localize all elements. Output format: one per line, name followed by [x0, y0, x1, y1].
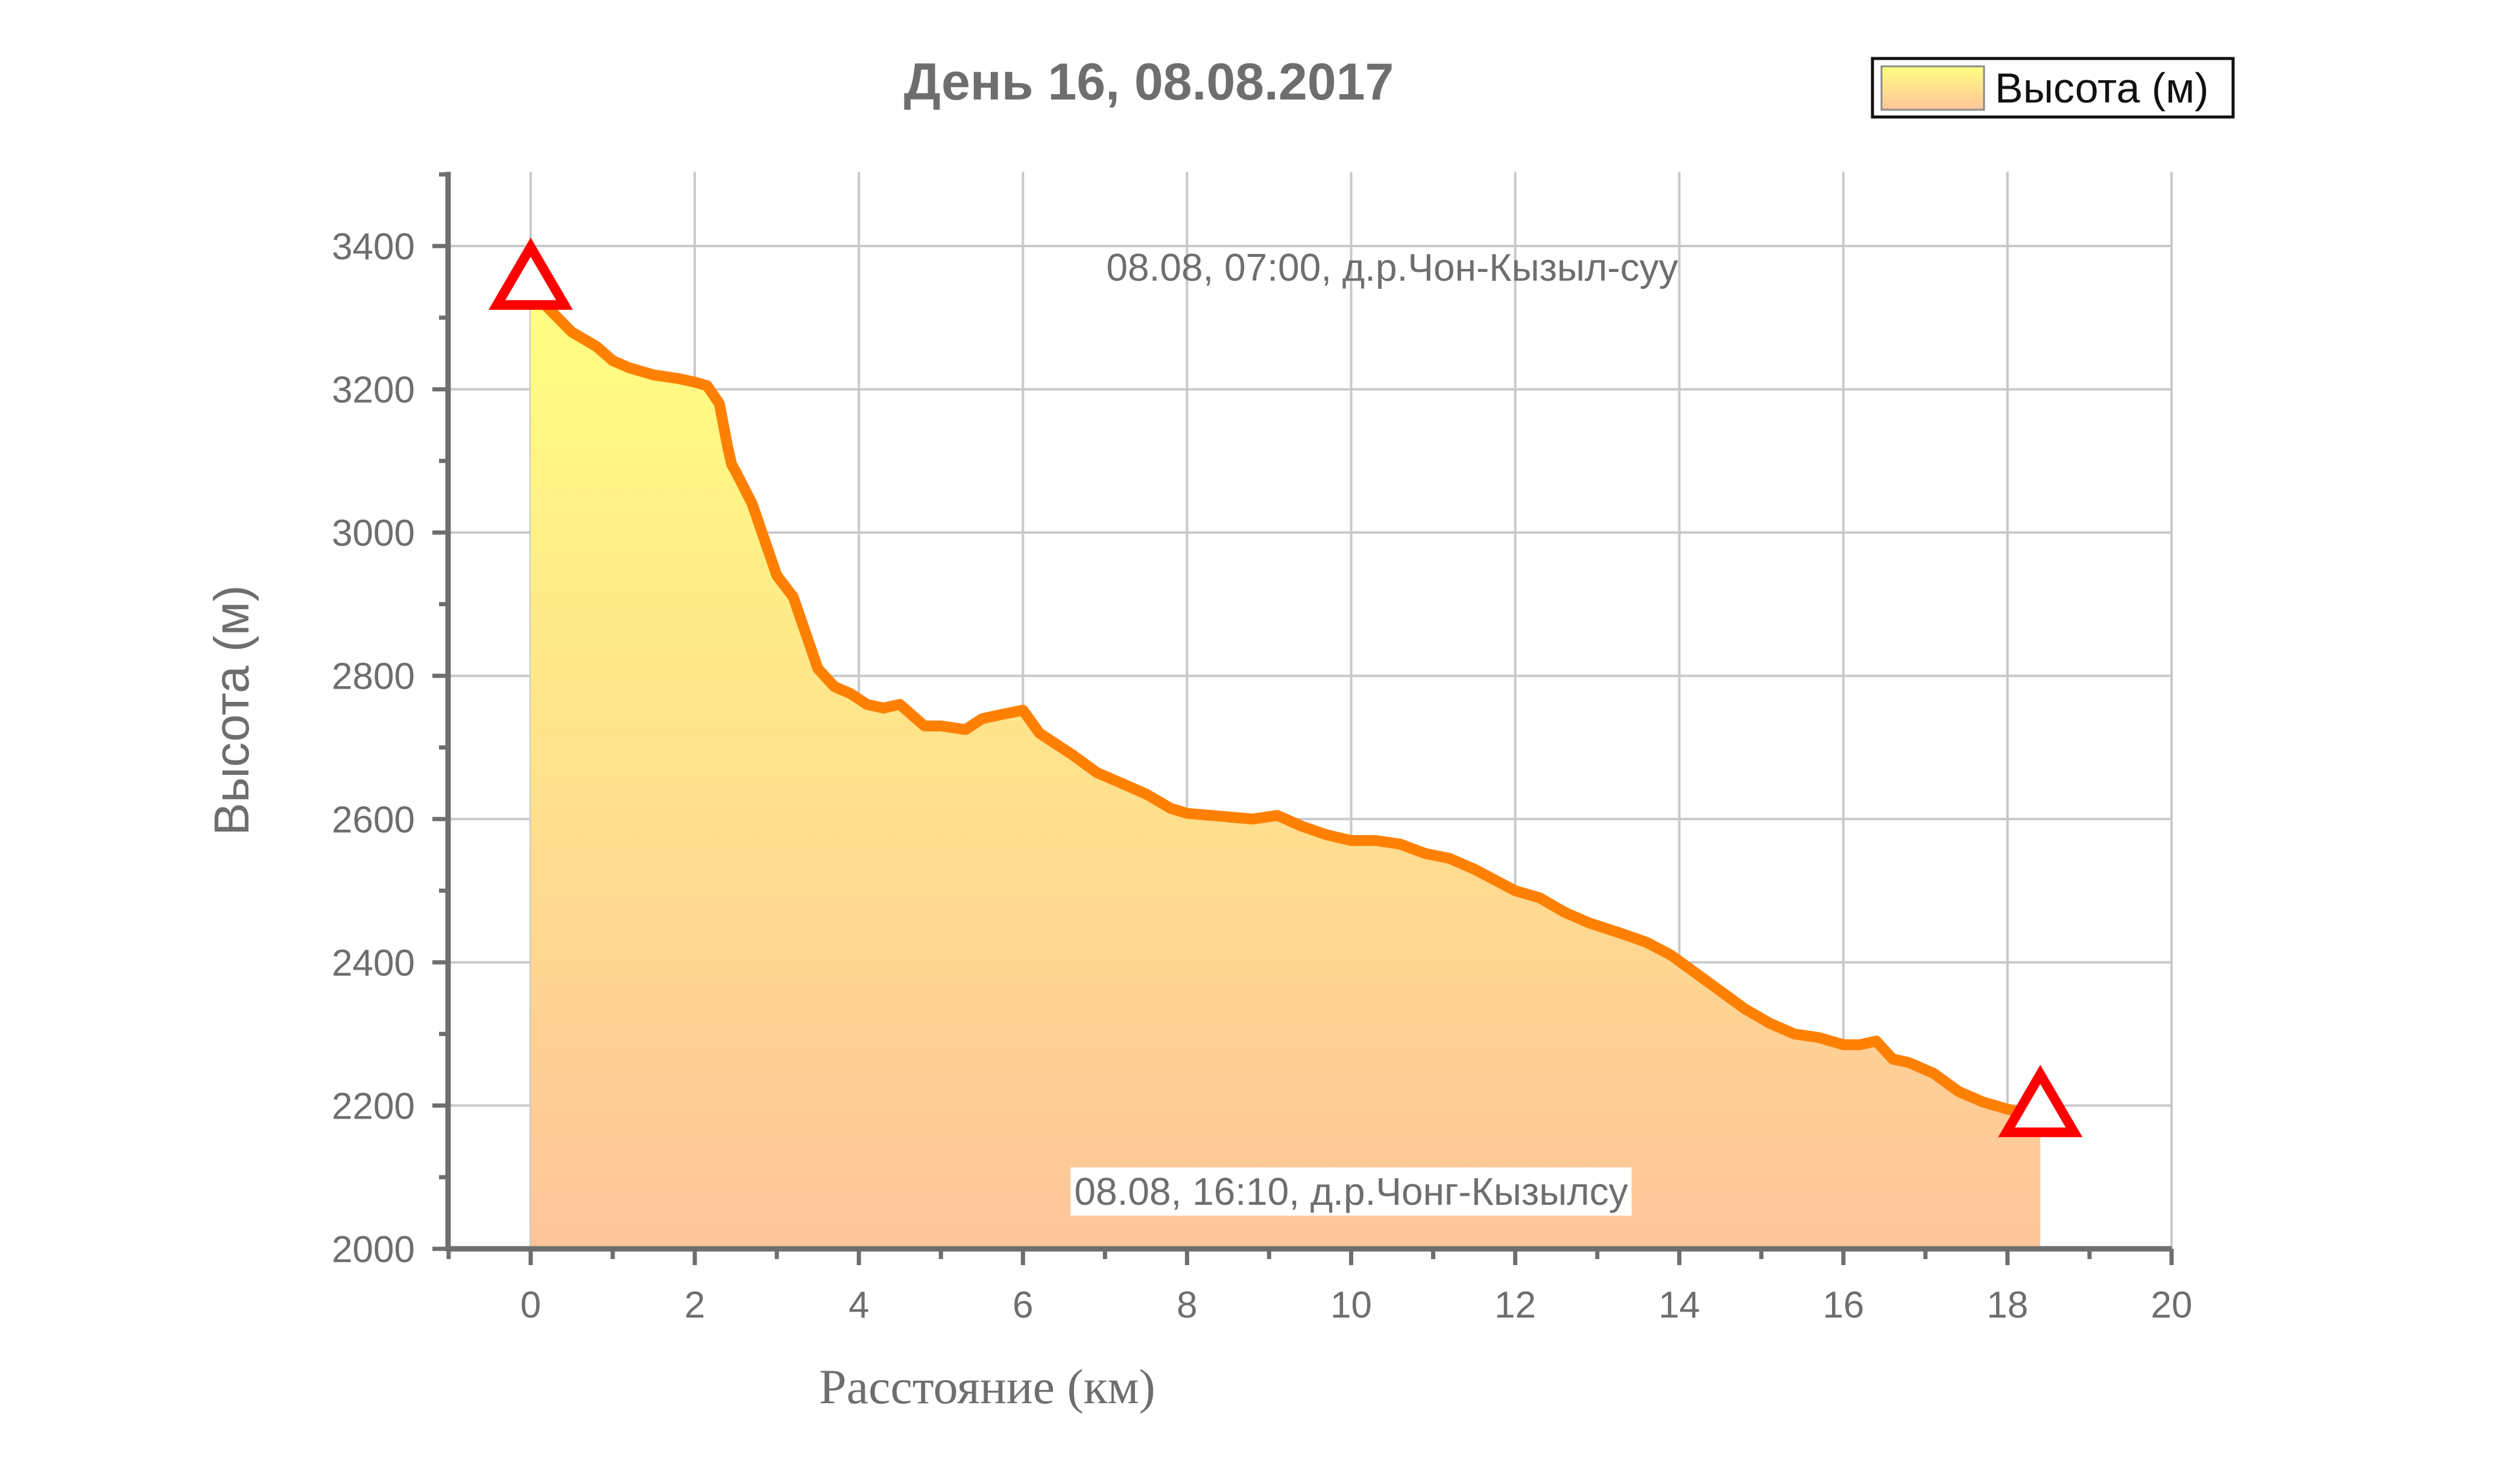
- annotation-end: 08.08, 16:10, д.р.Чонг-Кызылсу: [1070, 1167, 1632, 1216]
- x-tick-label: 14: [1658, 1284, 1700, 1326]
- chart-title: День 16, 08.08.2017: [904, 53, 1394, 111]
- x-tick-label: 16: [1822, 1284, 1864, 1326]
- elevation-area: [531, 292, 2041, 1249]
- y-tick-label: 2800: [332, 656, 415, 698]
- x-tick-label: 20: [2151, 1284, 2193, 1326]
- annotation-background: [1070, 1167, 1632, 1216]
- y-tick-label: 3400: [332, 226, 415, 268]
- y-tick-label: 2200: [332, 1085, 415, 1127]
- end-marker: [1998, 1064, 2083, 1137]
- x-axis-label: Расстояние (км): [819, 1359, 1155, 1414]
- y-tick-label: 2000: [332, 1229, 415, 1271]
- annotations: 08.08, 07:00, д.р.Чон-Кызыл-суу 08.08, 16…: [1070, 246, 1678, 1216]
- markers: [488, 237, 2083, 1137]
- y-tick-label: 3200: [332, 370, 415, 411]
- x-tick-label: 18: [1986, 1284, 2028, 1326]
- x-tick-label: 8: [1177, 1284, 1197, 1326]
- x-tick-label: 12: [1494, 1284, 1536, 1326]
- x-tick-label: 4: [848, 1284, 869, 1326]
- y-axis-label: Высота (м): [204, 585, 259, 835]
- x-tick-label: 6: [1013, 1284, 1033, 1326]
- legend-swatch: [1880, 65, 1985, 111]
- legend-label: Высота (м): [1995, 65, 2209, 112]
- y-tick-label: 2400: [332, 942, 415, 984]
- legend: Высота (м): [1871, 57, 2235, 119]
- annotation-start: 08.08, 07:00, д.р.Чон-Кызыл-суу: [1106, 246, 1678, 289]
- x-axis-ticks: 0 2 4 6 8 10 12 14 16 18 20: [446, 1249, 2193, 1326]
- y-tick-label: 2600: [332, 799, 415, 841]
- annotation-text: 08.08, 16:10, д.р.Чонг-Кызылсу: [1074, 1170, 1628, 1213]
- elevation-line: [525, 287, 2046, 1122]
- y-tick-label: 3000: [332, 513, 415, 554]
- x-tick-label: 0: [520, 1284, 541, 1326]
- x-tick-label: 2: [684, 1284, 705, 1326]
- start-marker: [488, 237, 573, 310]
- y-axis-ticks: 2000 2200 2400 2600 2800 3000 3200 3400: [332, 172, 448, 1271]
- annotation-text: 08.08, 07:00, д.р.Чон-Кызыл-суу: [1106, 246, 1678, 289]
- x-tick-label: 10: [1330, 1284, 1372, 1326]
